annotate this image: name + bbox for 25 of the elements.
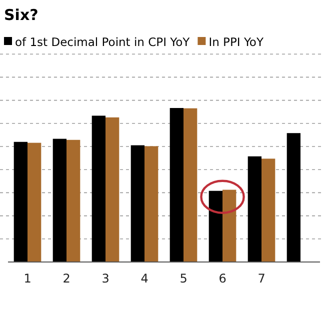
bar [222, 190, 236, 262]
bar [170, 108, 184, 262]
bar [248, 156, 262, 262]
bar [52, 138, 66, 262]
legend-label: of 1st Decimal Point in CPI YoY [15, 35, 191, 49]
x-tick-label: 4 [140, 272, 148, 286]
x-tick-label: 6 [218, 272, 226, 286]
bar [66, 140, 80, 262]
bar [106, 117, 120, 262]
bar [184, 108, 198, 262]
bar [14, 142, 28, 262]
bar [28, 142, 42, 262]
x-tick-label: 3 [102, 272, 110, 286]
x-tick-label: 5 [180, 272, 188, 286]
bar [144, 146, 158, 262]
bar [208, 190, 222, 262]
chart-title: Six? [4, 6, 38, 24]
x-tick-label: 2 [62, 272, 70, 286]
bar [92, 116, 106, 262]
x-tick-label: 7 [258, 272, 266, 286]
x-tick-label: 1 [24, 272, 32, 286]
bar [262, 158, 276, 262]
bar [286, 133, 300, 262]
bar [130, 145, 144, 262]
legend-label: In PPI YoY [208, 35, 264, 49]
